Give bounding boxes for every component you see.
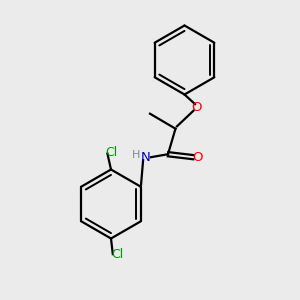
- Text: H: H: [132, 150, 140, 160]
- Text: Cl: Cl: [105, 146, 117, 160]
- Text: N: N: [141, 151, 150, 164]
- Text: O: O: [191, 100, 202, 114]
- Text: Cl: Cl: [111, 248, 123, 262]
- Text: O: O: [192, 151, 202, 164]
